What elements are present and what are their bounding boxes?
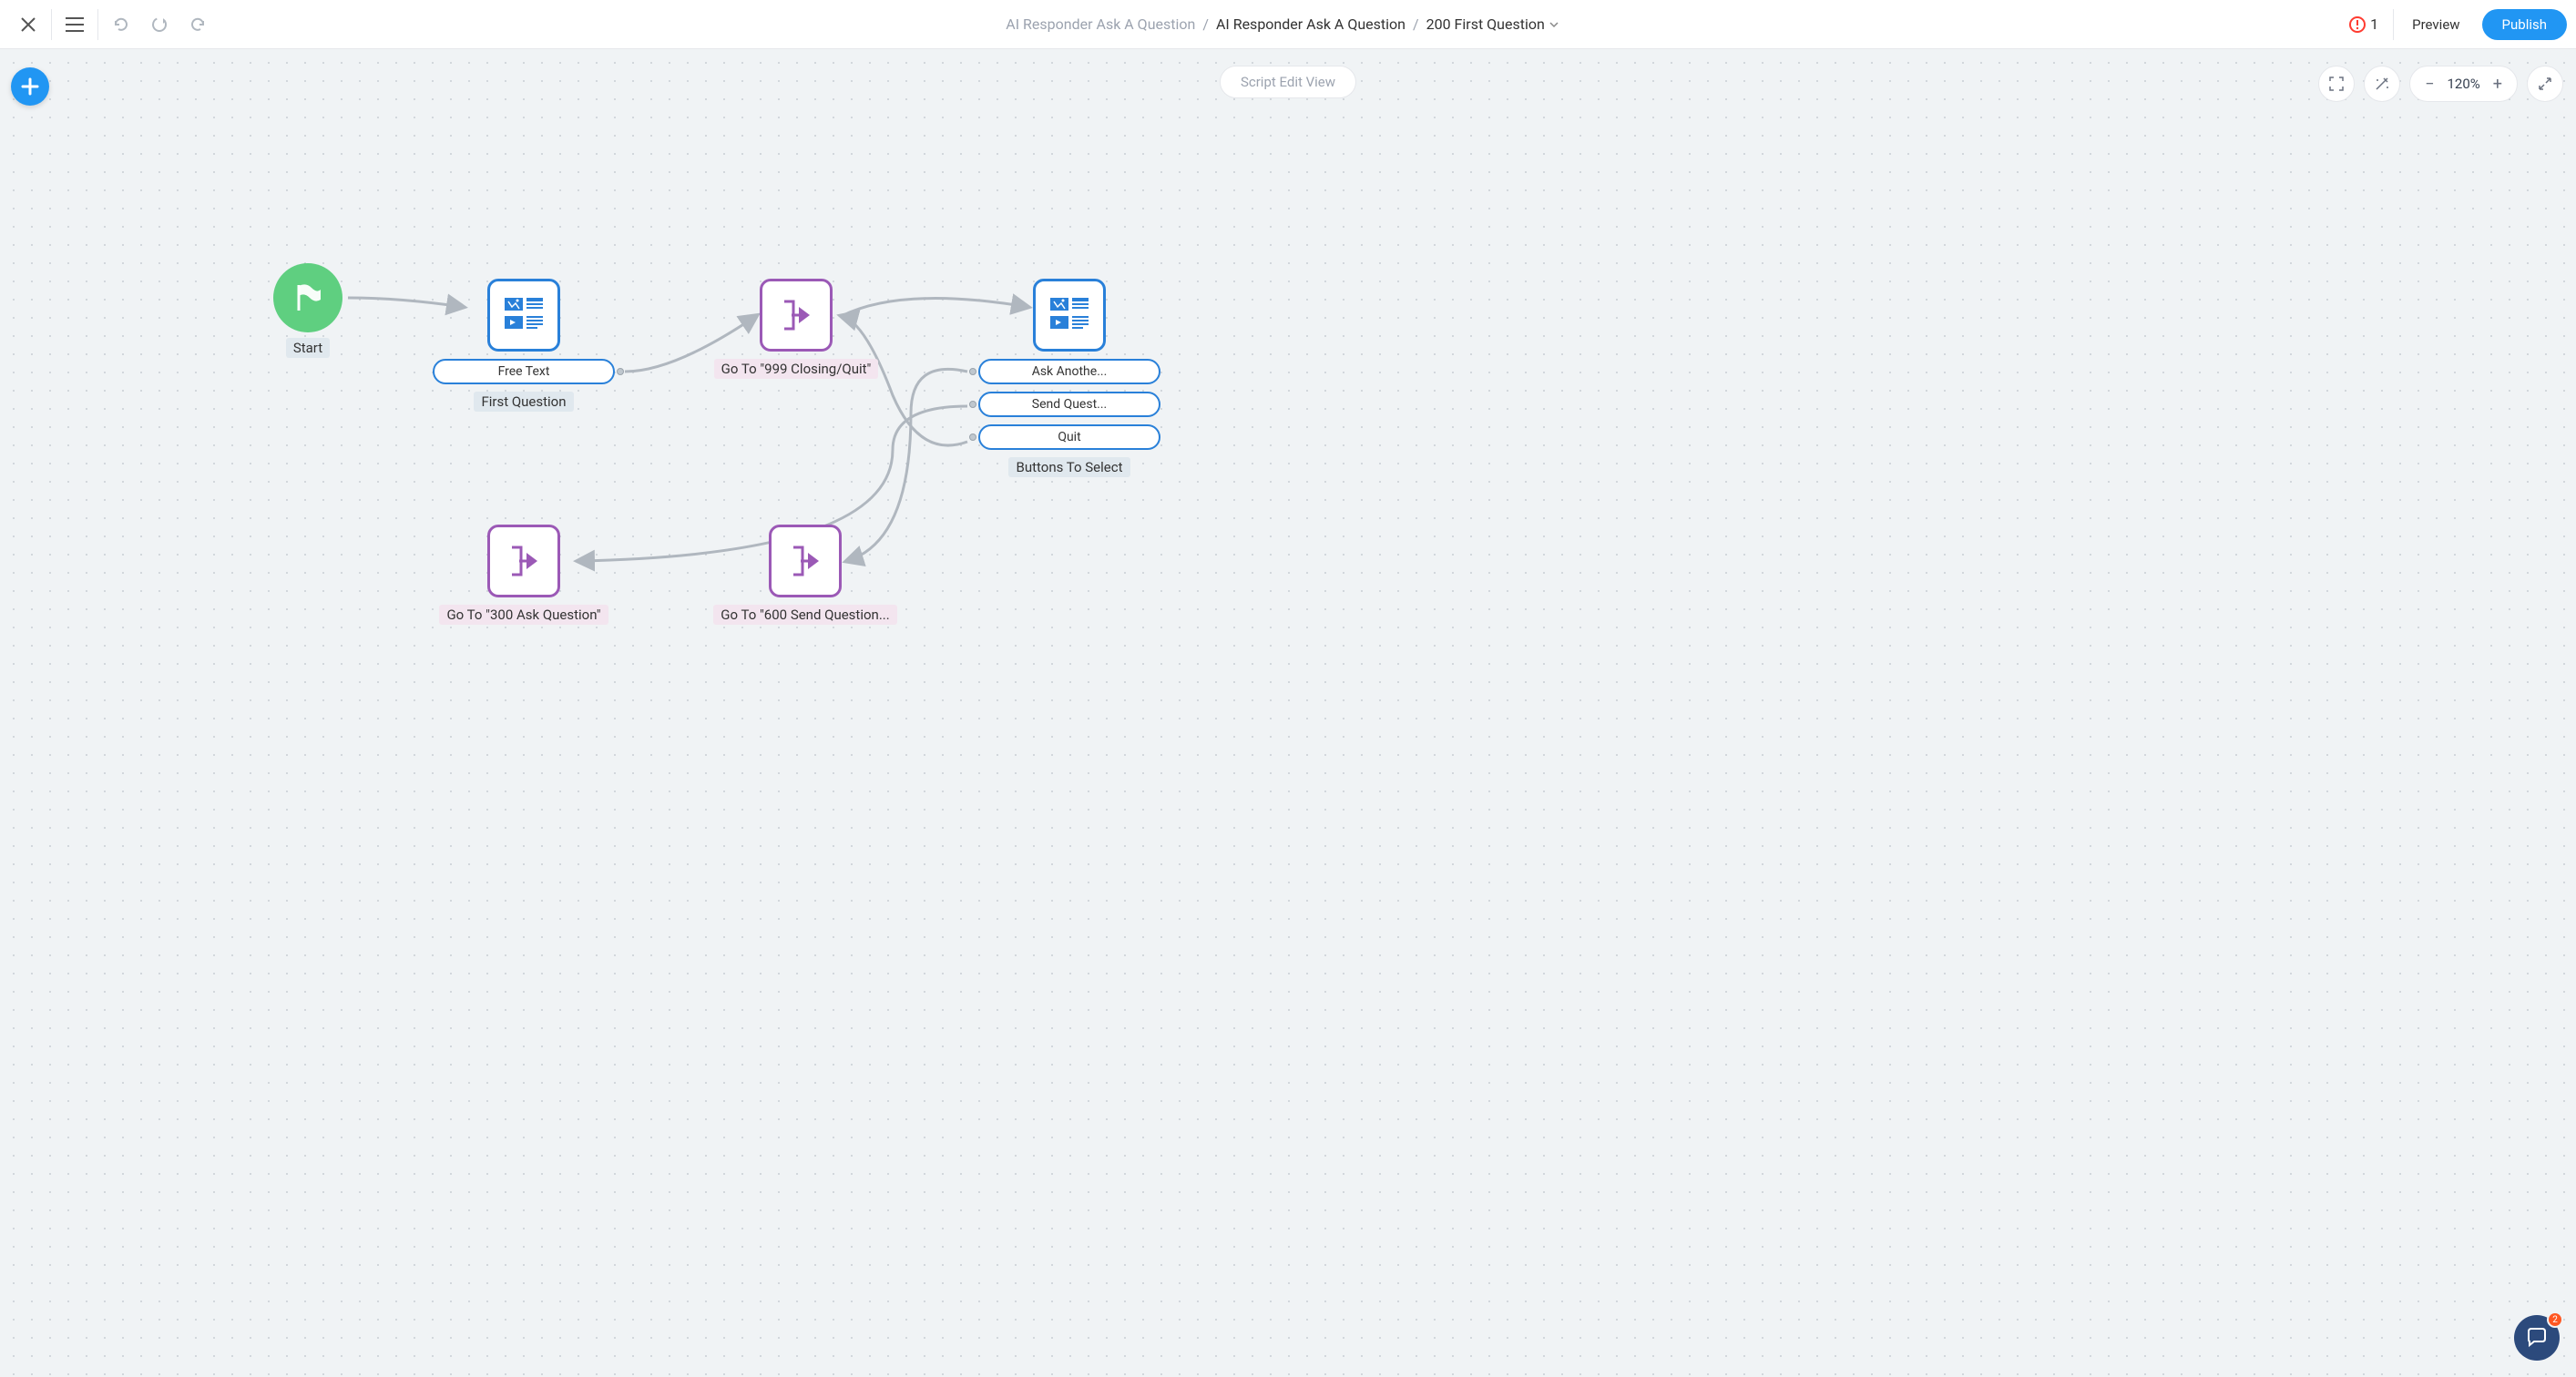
goto-icon <box>784 540 826 582</box>
divider <box>51 9 52 40</box>
output-port[interactable] <box>617 368 624 375</box>
canvas[interactable]: Script Edit View − 120% + <box>0 49 2576 1377</box>
breadcrumb-current: 200 First Question <box>1426 15 1545 33</box>
chat-icon <box>2525 1326 2549 1350</box>
card-icon-box <box>487 525 560 597</box>
first-question-node[interactable]: Free Text First Question <box>433 279 615 412</box>
breadcrumb-item[interactable]: AI Responder Ask A Question <box>1216 15 1406 33</box>
breadcrumb: AI Responder Ask A Question / AI Respond… <box>217 15 2348 33</box>
node-label: First Question <box>474 392 573 412</box>
pill-send-question[interactable]: Send Quest... <box>978 392 1160 417</box>
goto-300-node[interactable]: Go To "300 Ask Question" <box>433 525 615 625</box>
card-icon-box <box>760 279 833 352</box>
start-node[interactable]: Start <box>273 263 342 358</box>
free-text-pill[interactable]: Free Text <box>433 359 615 384</box>
node-label: Go To "600 Send Question... <box>713 605 896 625</box>
chat-badge: 2 <box>2547 1311 2563 1328</box>
flag-icon <box>290 280 326 316</box>
pill-quit[interactable]: Quit <box>978 424 1160 450</box>
card-icon-box <box>487 279 560 352</box>
goto-icon <box>503 540 545 582</box>
pill-label: Send Quest... <box>1032 397 1108 412</box>
redo-icon[interactable] <box>179 0 217 49</box>
top-bar: AI Responder Ask A Question / AI Respond… <box>0 0 2576 49</box>
close-icon[interactable] <box>9 0 47 49</box>
publish-button[interactable]: Publish <box>2482 9 2567 40</box>
card-icon-box <box>769 525 842 597</box>
chevron-down-icon <box>1549 19 1559 30</box>
buttons-select-node[interactable]: Ask Anothe... Send Quest... Quit Buttons… <box>978 279 1160 477</box>
content-icon <box>1047 292 1092 338</box>
pill-label: Ask Anothe... <box>1032 364 1108 379</box>
pill-label: Quit <box>1058 430 1080 444</box>
breadcrumb-separator: / <box>1202 15 1209 33</box>
input-port[interactable] <box>969 401 976 408</box>
start-circle <box>273 263 342 332</box>
pill-ask-another[interactable]: Ask Anothe... <box>978 359 1160 384</box>
alert-count: 1 <box>2370 15 2378 33</box>
goto-icon <box>775 294 817 336</box>
preview-button[interactable]: Preview <box>2397 9 2474 40</box>
card-icon-box <box>1033 279 1106 352</box>
input-port[interactable] <box>969 434 976 441</box>
divider <box>2393 9 2394 40</box>
menu-icon[interactable] <box>56 0 94 49</box>
breadcrumb-dropdown[interactable]: 200 First Question <box>1426 15 1559 33</box>
alert-indicator[interactable]: 1 <box>2348 15 2378 34</box>
node-label: Buttons To Select <box>1008 457 1130 477</box>
breadcrumb-item[interactable]: AI Responder Ask A Question <box>1006 15 1195 33</box>
node-layer: Start Free <box>0 49 2576 1377</box>
node-label: Go To "999 Closing/Quit" <box>714 359 879 379</box>
pill-label: Free Text <box>498 364 550 379</box>
undo-icon[interactable] <box>102 0 140 49</box>
refresh-icon[interactable] <box>140 0 179 49</box>
content-icon <box>501 292 547 338</box>
input-port[interactable] <box>969 368 976 375</box>
alert-icon <box>2348 15 2366 34</box>
breadcrumb-separator: / <box>1413 15 1419 33</box>
goto-999-node[interactable]: Go To "999 Closing/Quit" <box>705 279 887 379</box>
node-label: Go To "300 Ask Question" <box>439 605 608 625</box>
chat-button[interactable]: 2 <box>2514 1315 2560 1361</box>
goto-600-node[interactable]: Go To "600 Send Question... <box>705 525 905 625</box>
divider <box>97 9 98 40</box>
start-label: Start <box>286 338 330 358</box>
